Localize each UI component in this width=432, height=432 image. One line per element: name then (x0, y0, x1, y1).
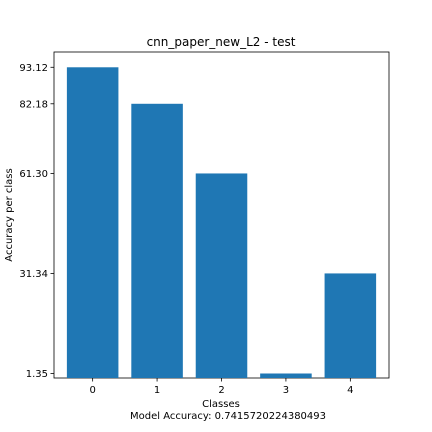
x-tick-label: 2 (218, 385, 224, 396)
bar-class-4 (324, 273, 377, 378)
x-tick-label: 1 (154, 385, 160, 396)
x-axis-label: Classes (202, 399, 240, 410)
y-tick-label: 93.12 (19, 63, 48, 74)
bar-class-0 (66, 67, 119, 379)
bar-class-3 (260, 373, 312, 378)
x-tick-label: 0 (89, 385, 95, 396)
x-tick-label: 4 (347, 385, 353, 396)
bar-class-1 (131, 103, 183, 378)
bar-class-2 (195, 173, 248, 378)
y-axis-label: Accuracy per class (4, 168, 15, 261)
y-tick-label: 61.30 (19, 169, 48, 180)
bars-group (66, 67, 377, 379)
model-accuracy-caption: Model Accuracy: 0.7415720224380493 (130, 411, 326, 422)
y-axis-ticks: 1.35 31.34 61.30 82.18 93.12 (19, 63, 54, 380)
x-axis-ticks: 0 1 2 3 4 (89, 378, 354, 396)
y-tick-label: 82.18 (19, 99, 48, 110)
x-tick-label: 3 (283, 385, 289, 396)
chart-title: cnn_paper_new_L2 - test (147, 35, 296, 49)
y-tick-label: 31.34 (19, 269, 48, 280)
y-tick-label: 1.35 (26, 369, 48, 380)
